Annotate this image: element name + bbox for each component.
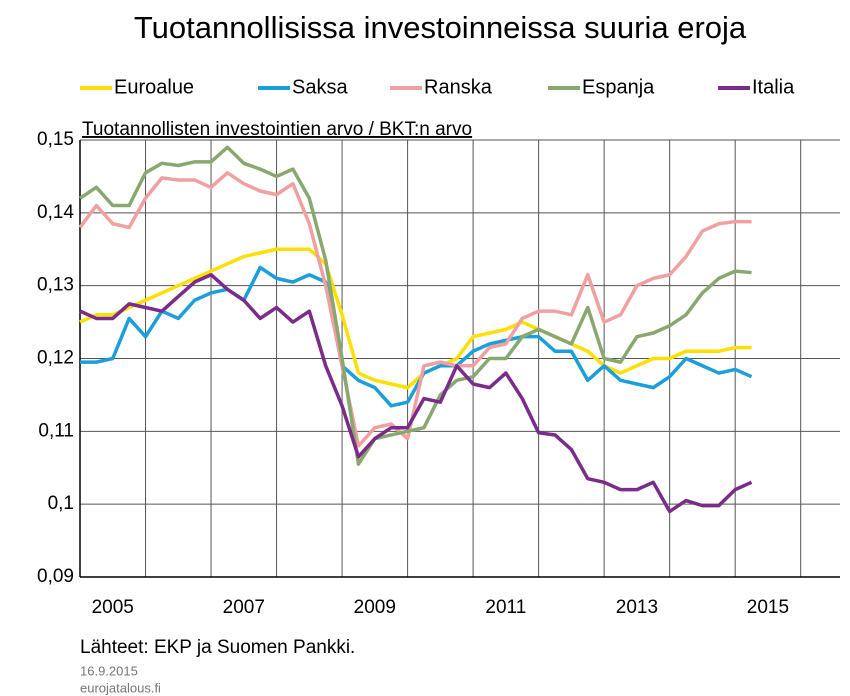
x-tick-label: 2007 (223, 597, 265, 618)
chart-subtitle: Tuotannollisten investointien arvo / BKT… (82, 119, 472, 140)
y-tick-label: 0,15 (37, 129, 74, 150)
legend-label: Euroalue (114, 76, 194, 98)
y-tick-label: 0,11 (38, 420, 74, 441)
series-line (78, 171, 752, 448)
series-line (79, 145, 752, 466)
chart-title: Tuotannollisissa investoinneissa suuria … (134, 10, 747, 45)
date: 16.9.2015 (80, 663, 138, 678)
y-tick-label: 0,1 (48, 493, 74, 514)
series-line (80, 265, 753, 408)
x-tick-label: 2005 (92, 597, 134, 618)
x-tick-label: 2011 (485, 597, 526, 618)
y-tick-label: 0,14 (37, 202, 74, 223)
x-tick-label: 2015 (747, 597, 789, 618)
series-line (79, 272, 753, 514)
series-line (79, 247, 752, 390)
x-tick-label: 2009 (354, 597, 396, 618)
y-tick-label: 0,13 (37, 275, 74, 296)
legend-label: Saksa (292, 76, 348, 98)
legend-label: Ranska (424, 76, 493, 98)
legend-label: Espanja (582, 76, 655, 98)
legend-label: Italia (752, 76, 795, 98)
site: eurojatalous.fi (80, 680, 161, 695)
source: Lähteet: EKP ja Suomen Pankki. (80, 637, 355, 658)
x-tick-label: 2013 (616, 597, 658, 618)
y-tick-label: 0,09 (37, 566, 74, 587)
y-tick-label: 0,12 (37, 348, 74, 369)
